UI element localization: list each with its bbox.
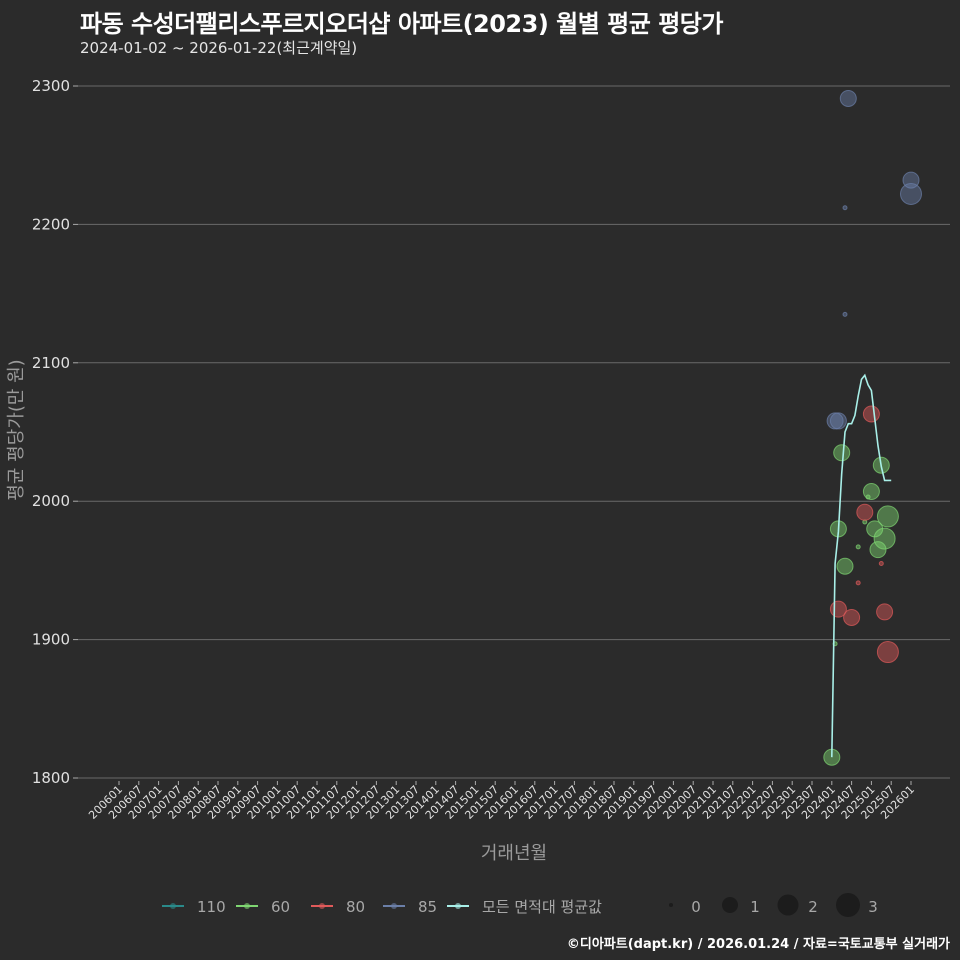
x-axis-title: 거래년월 — [481, 843, 547, 864]
y-tick-label: 1900 — [32, 631, 70, 649]
size-legend-item: 1 — [722, 897, 760, 916]
size-legend-label: 2 — [808, 898, 818, 916]
legend-dot-icon — [455, 903, 461, 909]
data-point-85 — [829, 412, 847, 430]
legend-item[interactable]: 60 — [236, 898, 290, 916]
data-point-60 — [869, 541, 887, 559]
x-axis: 2006012006072007012007072008012008072009… — [86, 781, 917, 822]
data-point-60 — [862, 483, 880, 501]
data-point-80 — [843, 608, 861, 626]
grid-lines — [78, 85, 950, 779]
chart-title: 파동 수성더팰리스푸르지오더샵 아파트(2023) 월별 평균 평당가 — [80, 10, 723, 38]
data-point-85 — [839, 89, 857, 107]
size-legend-item: 0 — [669, 898, 701, 916]
size-circle-icon — [669, 903, 673, 907]
data-points — [823, 89, 922, 766]
legend-label: 모든 면적대 평균값 — [482, 898, 602, 916]
data-point-80 — [876, 641, 899, 664]
legend-dot-icon — [319, 903, 325, 909]
size-legend-label: 0 — [691, 898, 701, 916]
average-line-path — [831, 373, 892, 758]
legend-dot-icon — [391, 903, 397, 909]
data-point-60 — [855, 544, 861, 550]
size-circle-icon — [836, 893, 860, 917]
chart-subtitle: 2024-01-02 ~ 2026-01-22(최근계약일) — [80, 39, 358, 57]
data-point-85 — [842, 205, 848, 211]
data-point-80 — [862, 405, 880, 423]
legend-item[interactable]: 모든 면적대 평균값 — [447, 898, 602, 916]
data-point-80 — [856, 503, 874, 521]
size-circle-icon — [777, 894, 799, 916]
data-point-60 — [836, 557, 854, 575]
legend-item[interactable]: 80 — [311, 898, 365, 916]
data-point-80 — [878, 560, 884, 566]
size-legend-item: 2 — [777, 894, 818, 916]
data-point-60 — [876, 505, 899, 528]
data-point-60 — [873, 527, 896, 550]
data-point-80 — [876, 603, 894, 621]
legend-label: 80 — [346, 898, 365, 916]
legend: 110 60 80 85 모든 면적대 평균값 0 1 2 3 — [162, 893, 878, 917]
y-tick-label: 2300 — [32, 77, 70, 95]
y-tick-label: 1800 — [32, 769, 70, 787]
size-legend-label: 1 — [750, 898, 760, 916]
data-point-80 — [855, 580, 861, 586]
footer-credit: ©디아파트(dapt.kr) / 2026.01.24 / 자료=국토교통부 실… — [566, 937, 950, 952]
legend-label: 85 — [418, 898, 437, 916]
y-tick-label: 2200 — [32, 215, 70, 233]
legend-label: 110 — [197, 898, 226, 916]
y-tick-label: 2000 — [32, 492, 70, 510]
y-axis: 1800 1900 2000 2100 2200 2300 — [32, 77, 78, 787]
legend-label: 60 — [271, 898, 290, 916]
data-point-60 — [833, 444, 851, 462]
legend-item[interactable]: 110 — [162, 898, 226, 916]
size-legend-item: 3 — [836, 893, 878, 917]
size-circle-icon — [722, 897, 738, 913]
legend-item[interactable]: 85 — [383, 898, 437, 916]
legend-dot-icon — [170, 903, 176, 909]
legend-dot-icon — [244, 903, 250, 909]
y-tick-label: 2100 — [32, 354, 70, 372]
data-point-85 — [842, 311, 848, 317]
average-line — [831, 373, 892, 758]
data-point-85 — [900, 182, 922, 205]
size-legend-label: 3 — [868, 898, 878, 916]
y-axis-title: 평균 평당가(만 원) — [6, 359, 27, 500]
